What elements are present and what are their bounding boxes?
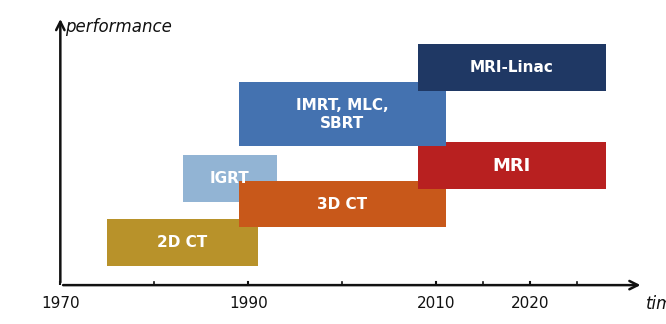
Bar	[239, 180, 446, 227]
Text: IGRT: IGRT	[210, 171, 250, 186]
Text: MRI-Linac: MRI-Linac	[470, 60, 553, 75]
Text: time: time	[646, 295, 666, 313]
Text: MRI: MRI	[493, 156, 531, 175]
Text: 2020: 2020	[511, 296, 549, 311]
Bar	[107, 219, 258, 266]
Text: 3D CT: 3D CT	[317, 197, 368, 212]
Bar	[182, 155, 276, 202]
Text: 1970: 1970	[41, 296, 80, 311]
Text: 2D CT: 2D CT	[157, 235, 208, 250]
Text: 1990: 1990	[229, 296, 268, 311]
Bar	[418, 44, 605, 91]
Bar	[418, 142, 605, 189]
Bar	[239, 82, 446, 146]
Text: performance: performance	[65, 18, 172, 36]
Text: IMRT, MLC,
SBRT: IMRT, MLC, SBRT	[296, 98, 389, 131]
Text: 2010: 2010	[417, 296, 456, 311]
